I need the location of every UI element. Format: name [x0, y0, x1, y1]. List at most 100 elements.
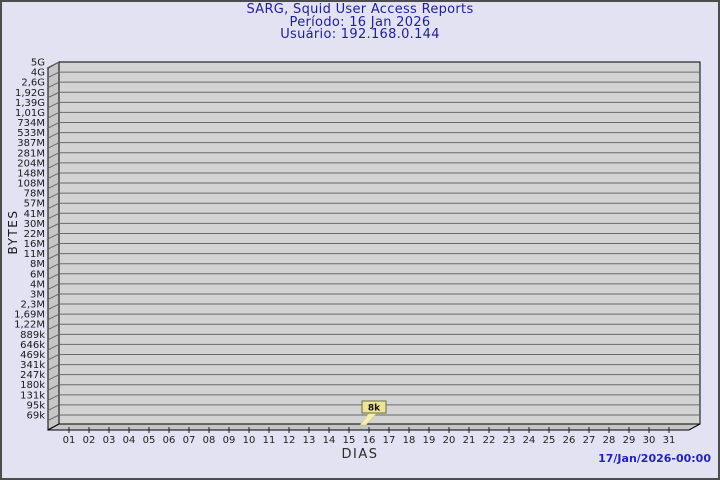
chart-plot-area: [58, 61, 701, 425]
y-axis-tick: [46, 414, 60, 422]
chart-subtitle-user: Usuário: 192.168.0.144: [280, 27, 440, 42]
chart-title-block: SARG, Squid User Access Reports Período:…: [0, 2, 720, 42]
y-axis-tick: [46, 81, 60, 89]
y-axis-tick-label: 469k: [20, 350, 45, 361]
y-axis-tick: [46, 243, 60, 250]
x-axis-tick-label: 31: [663, 435, 676, 446]
x-axis-tick-label: 23: [503, 435, 516, 446]
y-axis-tick-label: 204M: [17, 158, 45, 169]
x-axis-tick-label: 20: [443, 435, 456, 446]
y-axis-tick-label: 2,3M: [20, 300, 45, 311]
chart-subtitle-period: Período: 16 Jan 2026: [289, 14, 431, 30]
y-axis-tick: [46, 354, 60, 361]
y-axis-tick: [46, 162, 60, 170]
y-axis-tick: [46, 111, 60, 119]
marker-box: [361, 400, 387, 414]
y-axis-tick-label: 180k: [20, 380, 45, 391]
y-axis-tick-label: 78M: [24, 189, 45, 200]
y-axis-tick: [46, 192, 60, 200]
y-axis-tick-label: 734M: [17, 118, 45, 129]
chart-title: SARG, Squid User Access Reports: [246, 2, 474, 17]
y-axis-tick: [46, 142, 60, 150]
y-axis-tick-label: 5G: [31, 58, 45, 69]
x-axis-tick-label: 12: [283, 435, 296, 446]
x-axis-tick-label: 21: [463, 435, 476, 446]
y-axis-tick: [46, 222, 60, 230]
x-axis-tick-label: 29: [623, 435, 636, 446]
y-axis-tick-label: 3M: [30, 289, 45, 300]
x-axis-tick-label: 03: [103, 435, 116, 446]
y-axis-title: BYTES: [6, 209, 20, 255]
x-axis-tick-label: 26: [563, 435, 576, 446]
x-axis-tick-label: 15: [343, 435, 356, 446]
y-axis-tick-label: 387M: [17, 138, 45, 149]
y-axis-tick: [46, 384, 60, 392]
y-axis-tick: [46, 61, 60, 69]
chart-floor: [47, 423, 701, 431]
y-axis-tick: [46, 293, 60, 301]
x-axis-tick-label: 16: [363, 435, 376, 446]
x-axis-tick-label: 02: [83, 435, 96, 446]
y-axis-tick-label: 247k: [20, 370, 45, 381]
y-axis-tick: [46, 303, 60, 311]
x-axis-title: DIAS: [341, 447, 379, 462]
y-axis-tick: [46, 233, 60, 240]
y-axis-tick-label: 69k: [26, 411, 45, 422]
x-axis-tick-label: 17: [383, 435, 396, 446]
y-axis-tick-label: 30M: [24, 219, 45, 230]
y-axis-tick-label: 108M: [17, 179, 45, 190]
y-axis-tick: [46, 132, 60, 140]
y-axis-tick: [46, 91, 60, 99]
y-axis-tick-label: 1,22M: [14, 320, 45, 331]
y-axis-tick: [46, 263, 60, 271]
y-axis-tick-label: 1,92G: [15, 88, 45, 99]
x-axis-tick-label: 13: [303, 435, 316, 446]
y-axis-tick: [46, 364, 60, 372]
y-axis-tick-label: 341k: [20, 360, 45, 371]
x-axis-tick-label: 14: [323, 435, 336, 446]
y-axis-tick-label: 41M: [24, 209, 45, 220]
y-axis-tick: [46, 152, 60, 160]
y-axis-tick-label: 1,69M: [14, 310, 45, 321]
y-axis-tick: [46, 182, 60, 190]
x-axis-tick-label: 10: [243, 435, 256, 446]
y-axis-tick: [46, 374, 60, 382]
y-axis-tick-label: 95k: [26, 400, 45, 411]
y-axis-tick-label: 2,6G: [21, 78, 45, 89]
y-axis-tick: [46, 313, 60, 321]
x-axis-tick-label: 05: [143, 435, 156, 446]
y-axis-tick: [46, 172, 60, 180]
y-axis-tick-label: 4G: [31, 68, 45, 79]
y-axis-tick-label: 16M: [24, 239, 45, 250]
x-axis-tick-label: 09: [223, 435, 236, 446]
y-axis-tick-label: 131k: [20, 390, 45, 401]
y-axis-tick: [46, 101, 60, 109]
x-axis-tick-label: 24: [523, 435, 536, 446]
y-axis-tick: [46, 343, 60, 351]
x-axis-tick-label: 28: [603, 435, 616, 446]
y-axis-tick-label: 281M: [17, 148, 45, 159]
y-axis-tick: [46, 394, 60, 402]
x-axis-tick-label: 01: [63, 435, 76, 446]
y-axis-tick: [46, 404, 60, 412]
y-axis-tick-label: 22M: [24, 229, 45, 240]
y-axis-tick-label: 533M: [17, 128, 45, 139]
y-axis-tick: [46, 253, 60, 261]
y-axis-tick: [46, 122, 60, 129]
y-axis-tick-label: 4M: [30, 279, 45, 290]
y-axis-tick-label: 646k: [20, 340, 45, 351]
x-axis-tick-label: 30: [643, 435, 656, 446]
y-axis-tick-label: 889k: [20, 330, 45, 341]
y-axis-tick-label: 148M: [17, 168, 45, 179]
marker-label: 8k: [368, 404, 381, 414]
y-axis-tick: [46, 283, 60, 291]
x-axis-tick-label: 07: [183, 435, 196, 446]
y-axis-tick: [46, 323, 60, 331]
y-axis-tick-label: 57M: [24, 199, 45, 210]
x-axis-tick-label: 25: [543, 435, 556, 446]
y-axis-tick: [46, 71, 60, 79]
generation-timestamp: 17/Jan/2026-00:00: [598, 452, 711, 465]
x-axis-tick-label: 06: [163, 435, 176, 446]
